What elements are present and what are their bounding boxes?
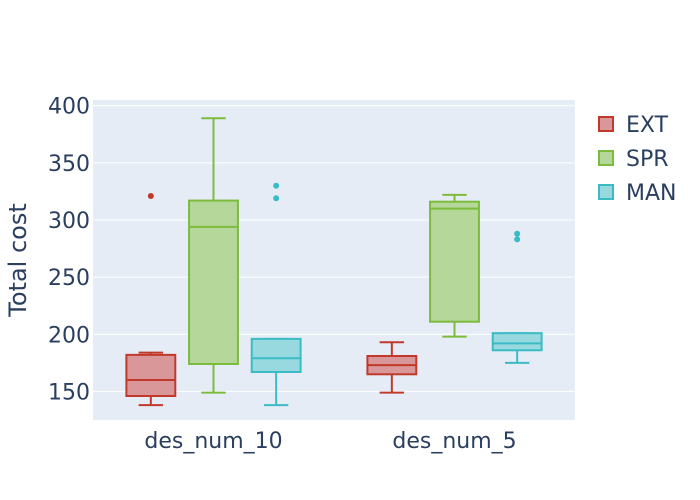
box-spr-des_num_5[interactable] bbox=[429, 193, 480, 338]
legend-label: SPR bbox=[626, 147, 669, 172]
x-axis-ticks: des_num_10 des_num_5 bbox=[144, 429, 516, 454]
legend[interactable]: EXT SPR MAN bbox=[598, 113, 677, 206]
y-tick-label: 150 bbox=[48, 380, 90, 405]
legend-label: EXT bbox=[626, 113, 669, 138]
box-series bbox=[125, 117, 543, 407]
series-ext bbox=[125, 193, 418, 407]
y-tick-label: 350 bbox=[48, 152, 90, 177]
box-iqr bbox=[188, 199, 239, 365]
legend-swatch bbox=[598, 184, 614, 200]
y-tick-label: 300 bbox=[48, 209, 90, 234]
legend-swatch bbox=[598, 116, 614, 132]
box-ext-des_num_5[interactable] bbox=[366, 341, 418, 394]
legend-label: MAN bbox=[626, 181, 677, 206]
y-axis-ticks: 150 200 250 300 350 400 bbox=[48, 95, 90, 406]
box-iqr bbox=[250, 337, 302, 374]
x-tick-label: des_num_10 bbox=[144, 429, 282, 454]
box-ext-des_num_10[interactable] bbox=[125, 193, 177, 407]
series-man bbox=[250, 182, 543, 407]
x-tick-label: des_num_5 bbox=[392, 429, 516, 454]
legend-item-ext[interactable]: EXT bbox=[598, 113, 669, 138]
box-iqr bbox=[125, 353, 177, 398]
box-iqr bbox=[429, 200, 480, 323]
box-man-des_num_5[interactable] bbox=[491, 230, 543, 364]
box-man-des_num_10[interactable] bbox=[250, 182, 302, 407]
legend-swatch bbox=[598, 150, 614, 166]
box-spr-des_num_10[interactable] bbox=[188, 117, 239, 394]
y-tick-label: 200 bbox=[48, 323, 90, 348]
y-tick-label: 250 bbox=[48, 266, 90, 291]
outlier-point bbox=[273, 195, 280, 202]
outlier-point bbox=[147, 193, 154, 199]
legend-item-spr[interactable]: SPR bbox=[598, 147, 669, 172]
outlier-point bbox=[273, 182, 280, 189]
legend-item-man[interactable]: MAN bbox=[598, 181, 677, 206]
series-spr bbox=[188, 117, 480, 394]
outlier-point bbox=[514, 230, 521, 237]
y-tick-label: 400 bbox=[48, 95, 90, 120]
box-iqr bbox=[491, 332, 543, 352]
outlier-point bbox=[514, 236, 521, 243]
y-axis-title: Total cost bbox=[4, 203, 32, 317]
